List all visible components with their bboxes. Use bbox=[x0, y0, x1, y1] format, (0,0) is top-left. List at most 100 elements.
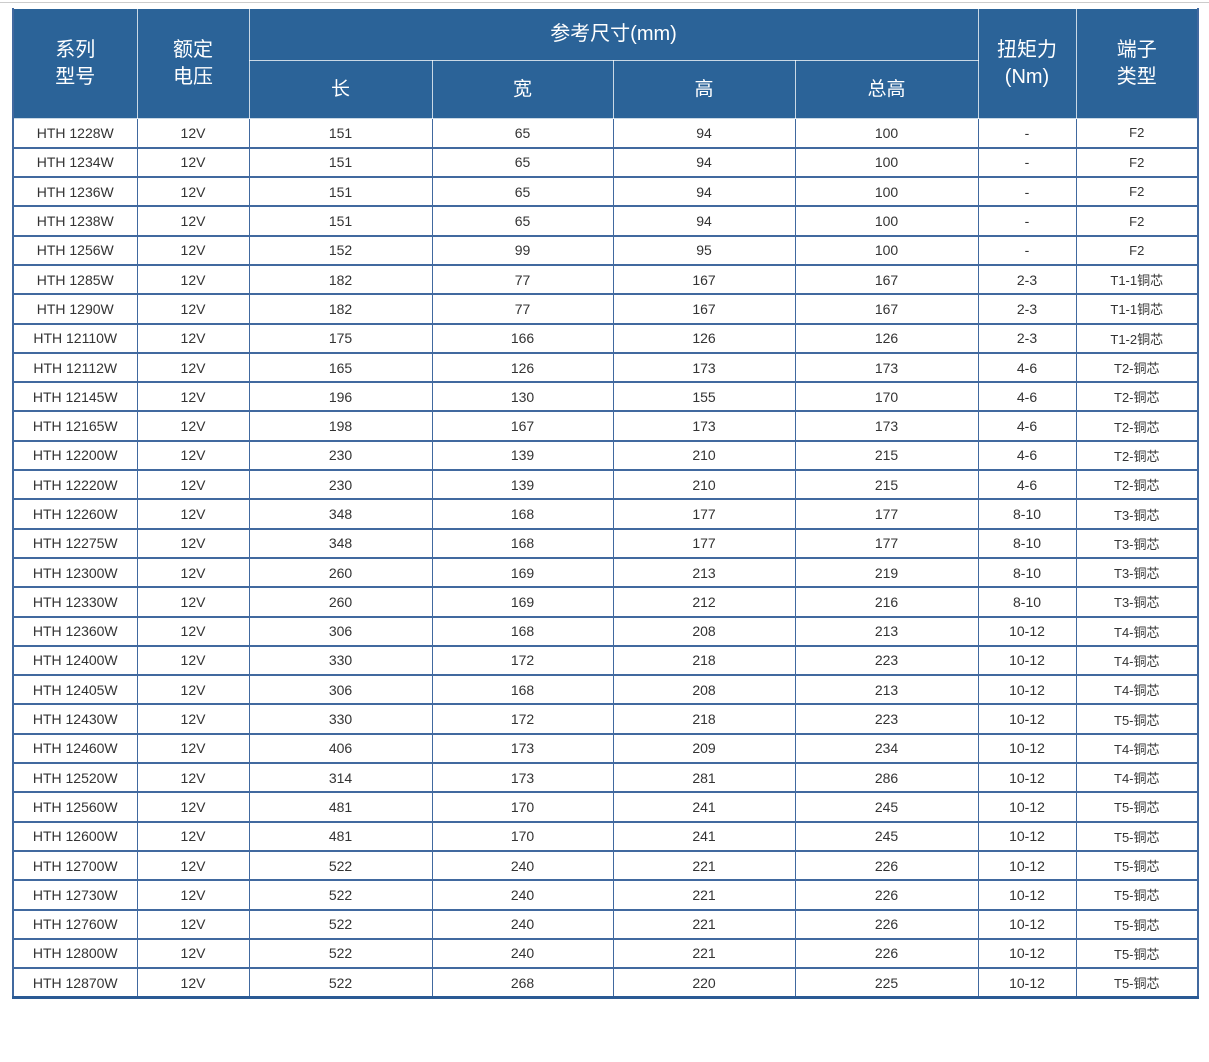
table-row: HTH 12400W 12V 330 172 218 223 10-12 T4-铜芯 bbox=[12, 644, 1199, 676]
cell-voltage: 12V bbox=[136, 117, 250, 149]
cell-length: 165 bbox=[248, 351, 433, 383]
cell-length: 152 bbox=[248, 234, 433, 266]
cell-voltage: 12V bbox=[136, 791, 250, 823]
table-row: HTH 12300W 12V 260 169 213 219 8-10 T3-铜芯 bbox=[12, 556, 1199, 588]
cell-total-height: 219 bbox=[794, 556, 979, 588]
cell-voltage: 12V bbox=[136, 615, 250, 647]
cell-model: HTH 12400W bbox=[12, 644, 138, 676]
table-row: HTH 1234W 12V 151 65 94 100- F2 bbox=[12, 146, 1199, 178]
table-row: HTH 1256W 12V 152 99 95 100- F2 bbox=[12, 234, 1199, 266]
cell-total-height: 213 bbox=[794, 674, 979, 705]
cell-length: 306 bbox=[248, 615, 433, 647]
cell-torque: 2-3 bbox=[977, 322, 1077, 354]
header-length: 长 bbox=[248, 60, 433, 119]
table-body: HTH 1228W 12V 151 65 94 100- F2 HTH 1234W 12V 151… bbox=[12, 117, 1199, 998]
cell-height: 213 bbox=[612, 556, 796, 588]
cell-length: 406 bbox=[248, 732, 433, 764]
cell-torque: 10-12 bbox=[977, 908, 1077, 940]
cell-length: 260 bbox=[248, 586, 433, 618]
cell-width: 172 bbox=[431, 644, 614, 676]
cell-width: 240 bbox=[431, 849, 614, 881]
cell-total-height: 100 bbox=[794, 176, 979, 207]
cell-length: 230 bbox=[248, 439, 433, 471]
table-row: HTH 12870W 12V 522 268 220 225 10-12 T5-铜芯 bbox=[12, 967, 1199, 998]
cell-total-height: 226 bbox=[794, 908, 979, 940]
table-row: HTH 12275W 12V 348 168 177 177 8-10 T3-铜芯 bbox=[12, 527, 1199, 559]
cell-voltage: 12V bbox=[136, 146, 250, 178]
cell-length: 306 bbox=[248, 674, 433, 705]
cell-torque: 8-10 bbox=[977, 527, 1077, 559]
cell-height: 221 bbox=[612, 879, 796, 911]
table-row: HTH 12145W 12V 196 130 155 170 4-6 T2-铜芯 bbox=[12, 381, 1199, 412]
cell-torque: 10-12 bbox=[977, 762, 1077, 793]
table-row: HTH 1285W 12V 182 77 167 167 2-3 T1-1铜芯 bbox=[12, 263, 1199, 295]
cell-voltage: 12V bbox=[136, 293, 250, 325]
cell-torque: - bbox=[977, 234, 1077, 266]
cell-length: 481 bbox=[248, 791, 433, 823]
cell-torque: 10-12 bbox=[977, 791, 1077, 823]
cell-total-height: 177 bbox=[794, 527, 979, 559]
cell-length: 348 bbox=[248, 527, 433, 559]
table-row: HTH 1238W 12V 151 65 94 100- F2 bbox=[12, 205, 1199, 237]
cell-height: 126 bbox=[612, 322, 796, 354]
cell-model: HTH 1234W bbox=[12, 146, 138, 178]
cell-height: 220 bbox=[612, 967, 796, 998]
cell-model: HTH 12430W bbox=[12, 703, 138, 735]
cell-length: 522 bbox=[248, 967, 433, 998]
header-total-height: 总高 bbox=[794, 60, 979, 119]
cell-model: HTH 12200W bbox=[12, 439, 138, 471]
cell-terminal: T4-铜芯 bbox=[1075, 674, 1199, 705]
cell-height: 95 bbox=[612, 234, 796, 266]
table-row: HTH 12600W 12V 481 170 241 245 10-12 T5-铜芯 bbox=[12, 820, 1199, 852]
cell-torque: 4-6 bbox=[977, 351, 1077, 383]
cell-model: HTH 12165W bbox=[12, 410, 138, 442]
cell-total-height: 245 bbox=[794, 820, 979, 852]
table-row: HTH 12520W 12V 314 173 281 286 10-12 T4-铜芯 bbox=[12, 762, 1199, 793]
cell-voltage: 12V bbox=[136, 351, 250, 383]
cell-terminal: F2 bbox=[1075, 176, 1199, 207]
header-row-sub: 长 宽 高 总高 bbox=[13, 60, 1198, 119]
header-series-model: 系列 型号 bbox=[12, 8, 138, 119]
cell-model: HTH 12220W bbox=[12, 469, 138, 500]
product-spec-table: 系列 型号 额定 电压 参考尺寸(mm) 扭矩力 (Nm) 端子 类型 长 宽 … bbox=[12, 8, 1200, 999]
cell-voltage: 12V bbox=[136, 439, 250, 471]
cell-width: 169 bbox=[431, 586, 614, 618]
cell-width: 268 bbox=[431, 967, 614, 998]
cell-voltage: 12V bbox=[136, 586, 250, 618]
cell-model: HTH 1228W bbox=[12, 117, 138, 149]
cell-length: 522 bbox=[248, 937, 433, 969]
cell-height: 94 bbox=[612, 176, 796, 207]
cell-height: 208 bbox=[612, 674, 796, 705]
cell-torque: 10-12 bbox=[977, 937, 1077, 969]
cell-voltage: 12V bbox=[136, 762, 250, 793]
cell-total-height: 223 bbox=[794, 644, 979, 676]
table-header: 系列 型号 额定 电压 参考尺寸(mm) 扭矩力 (Nm) 端子 类型 长 宽 … bbox=[12, 8, 1199, 119]
cell-model: HTH 12112W bbox=[12, 351, 138, 383]
cell-width: 65 bbox=[431, 176, 614, 207]
cell-width: 99 bbox=[431, 234, 614, 266]
cell-voltage: 12V bbox=[136, 498, 250, 530]
cell-voltage: 12V bbox=[136, 381, 250, 412]
cell-total-height: 126 bbox=[794, 322, 979, 354]
cell-terminal: T5-铜芯 bbox=[1075, 967, 1199, 998]
cell-torque: 4-6 bbox=[977, 469, 1077, 500]
cell-height: 210 bbox=[612, 469, 796, 500]
cell-torque: 4-6 bbox=[977, 381, 1077, 412]
cell-terminal: F2 bbox=[1075, 205, 1199, 237]
header-reference-dimensions: 参考尺寸(mm) bbox=[248, 8, 979, 61]
cell-length: 330 bbox=[248, 703, 433, 735]
cell-model: HTH 12330W bbox=[12, 586, 138, 618]
table-row: HTH 12360W 12V 306 168 208 213 10-12 T4-铜芯 bbox=[12, 615, 1199, 647]
page-top-divider bbox=[0, 2, 1209, 3]
cell-total-height: 173 bbox=[794, 351, 979, 383]
cell-total-height: 245 bbox=[794, 791, 979, 823]
cell-total-height: 167 bbox=[794, 263, 979, 295]
cell-total-height: 215 bbox=[794, 469, 979, 500]
cell-height: 218 bbox=[612, 644, 796, 676]
cell-width: 168 bbox=[431, 527, 614, 559]
cell-width: 170 bbox=[431, 791, 614, 823]
cell-width: 166 bbox=[431, 322, 614, 354]
cell-terminal: T2-铜芯 bbox=[1075, 381, 1199, 412]
cell-terminal: T4-铜芯 bbox=[1075, 762, 1199, 793]
cell-model: HTH 12260W bbox=[12, 498, 138, 530]
